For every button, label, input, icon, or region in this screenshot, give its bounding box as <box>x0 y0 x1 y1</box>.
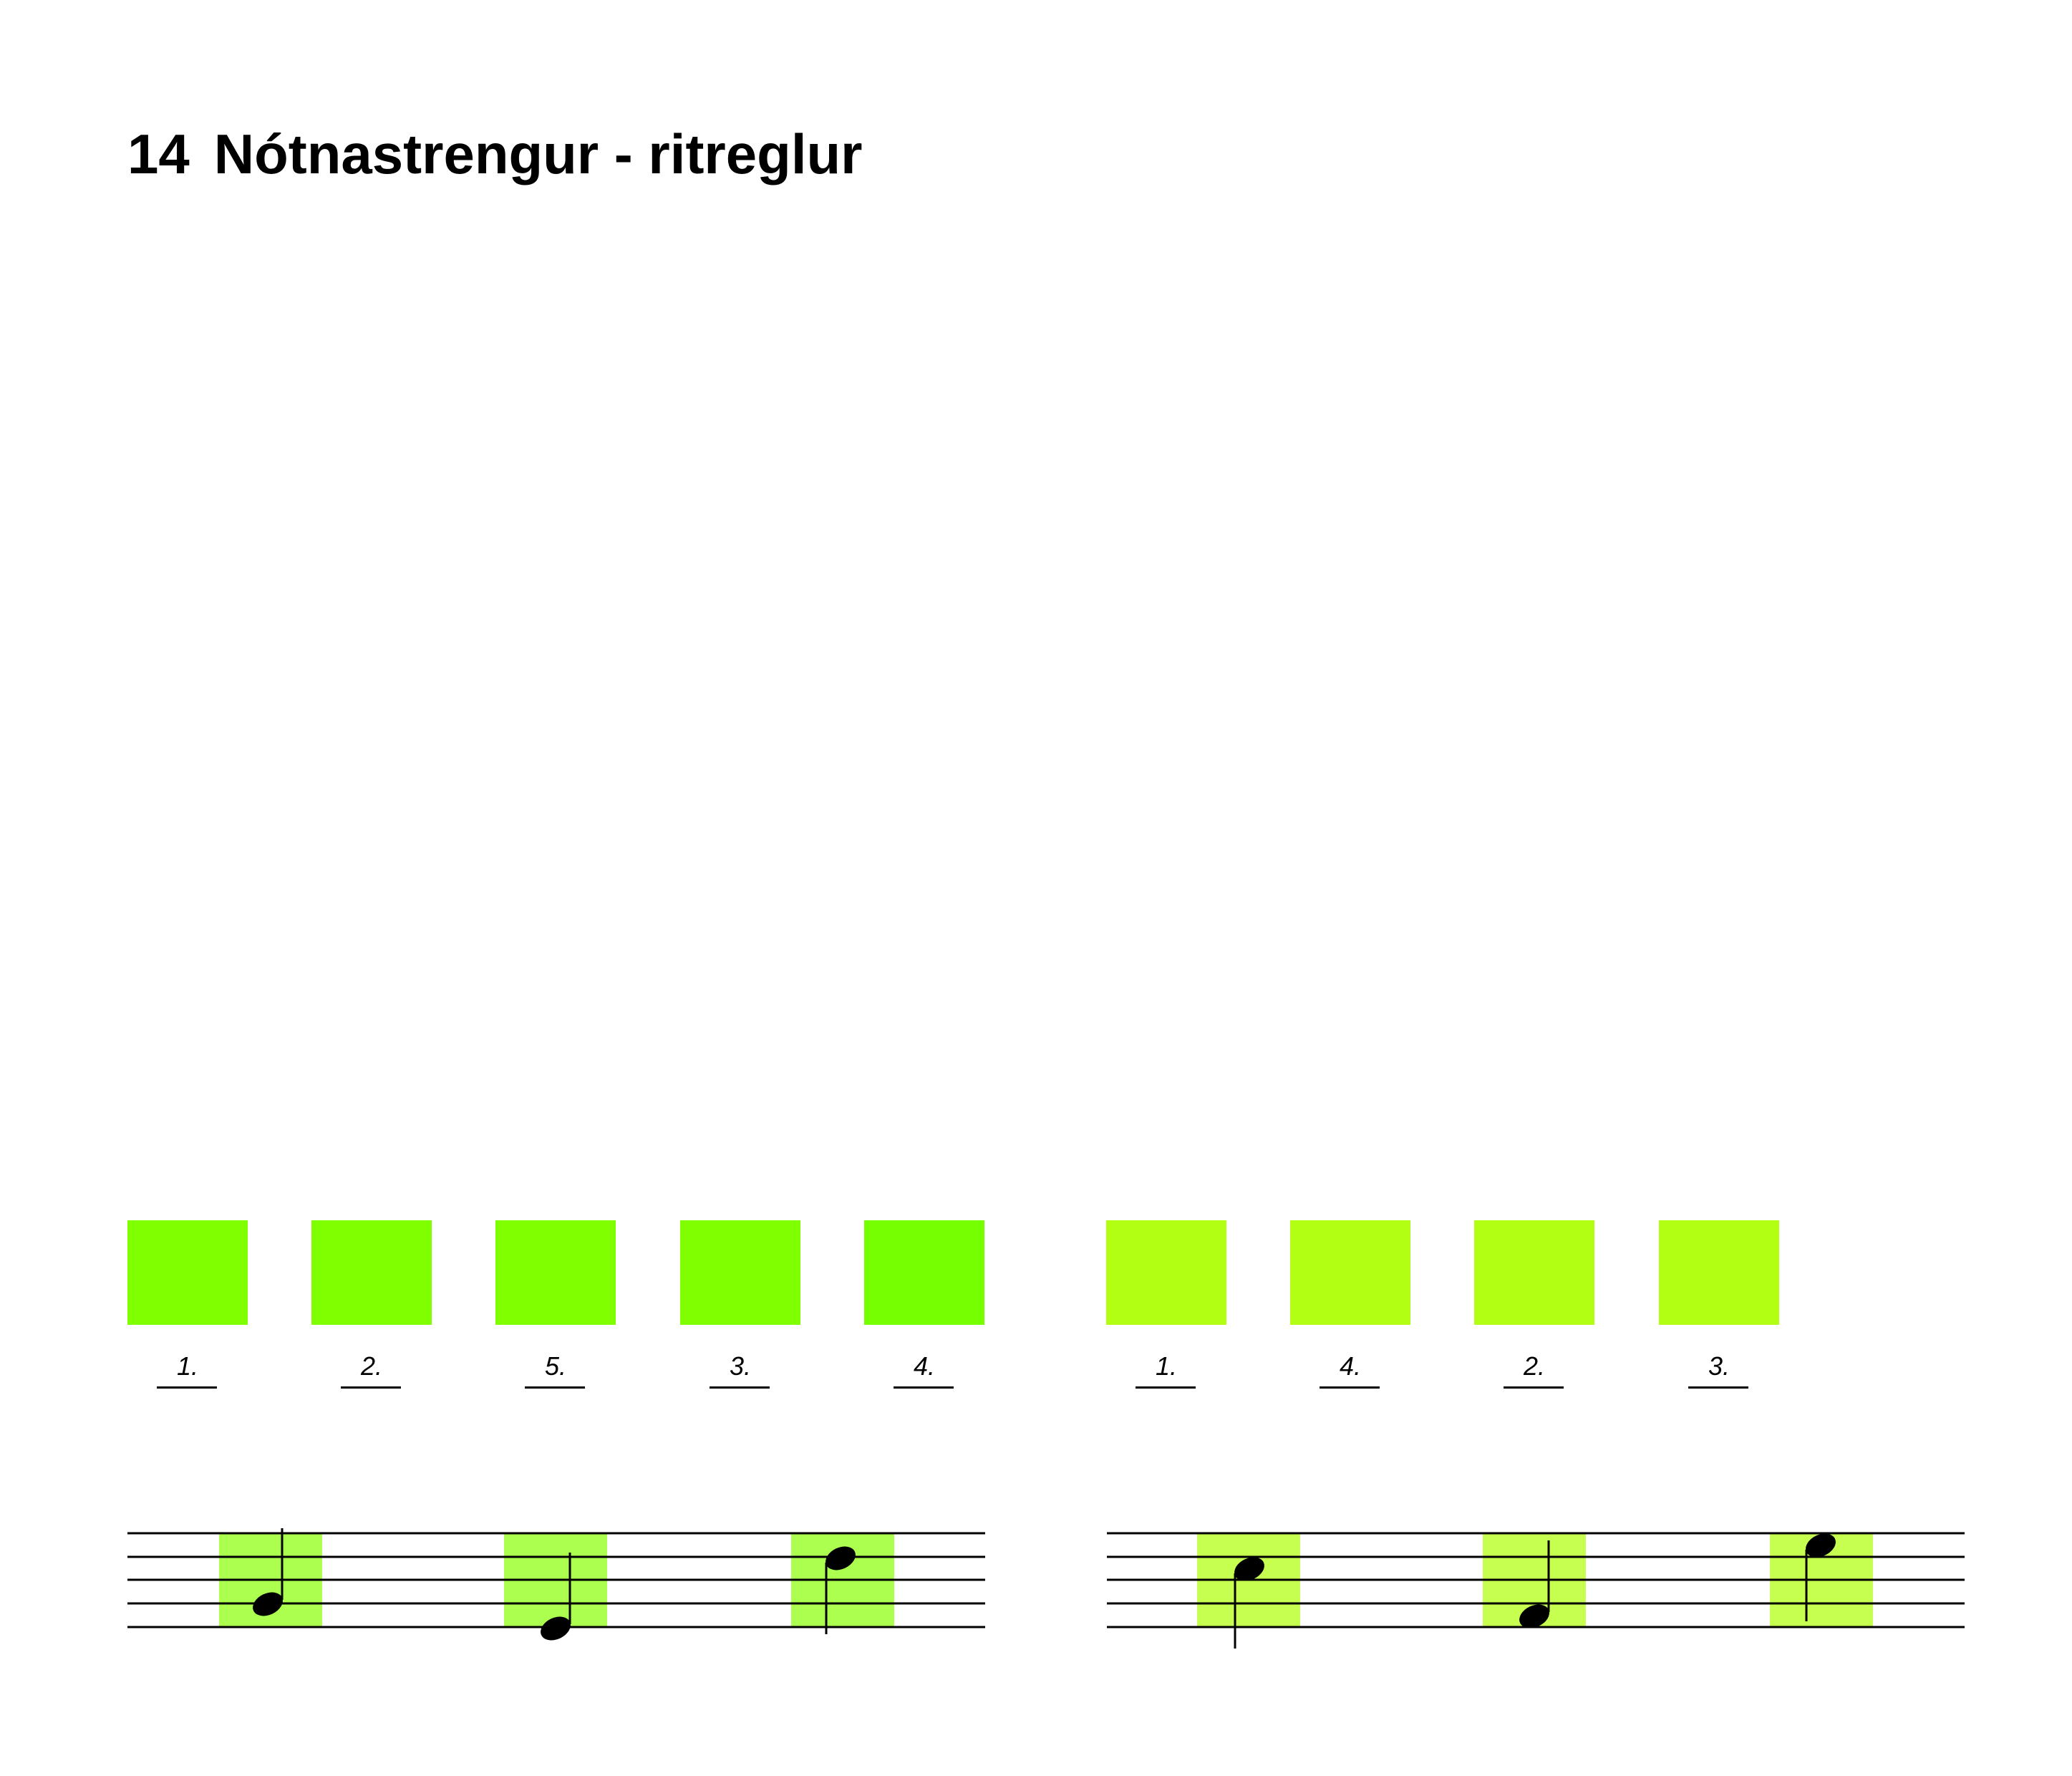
answer-line <box>1320 1386 1380 1389</box>
title-text: Nótnastrengur - ritreglur <box>213 122 863 185</box>
answer-line <box>1688 1386 1748 1389</box>
color-swatch <box>1474 1220 1594 1325</box>
color-swatch <box>495 1220 616 1325</box>
answer-line <box>157 1386 217 1389</box>
answer-line <box>1504 1386 1564 1389</box>
quarter-note-icon <box>253 1528 284 1616</box>
swatch-label: 3. <box>1708 1351 1730 1381</box>
quarter-note-icon <box>1519 1540 1550 1628</box>
quarter-note-icon <box>541 1553 571 1641</box>
swatch-label: 1. <box>176 1351 199 1381</box>
color-swatch <box>680 1220 800 1325</box>
answer-line <box>710 1386 770 1389</box>
quarter-note-icon <box>825 1546 856 1634</box>
color-swatch <box>1106 1220 1226 1325</box>
color-swatch <box>864 1220 984 1325</box>
swatch-label: 4. <box>913 1351 936 1381</box>
color-swatch <box>1290 1220 1410 1325</box>
title-number: 14 <box>127 122 190 185</box>
swatch-label: 5. <box>544 1351 567 1381</box>
quarter-note-icon <box>1234 1557 1264 1649</box>
answer-line <box>894 1386 954 1389</box>
swatch-label: 4. <box>1339 1351 1362 1381</box>
swatch-label: 2. <box>1523 1351 1546 1381</box>
color-swatch <box>1659 1220 1779 1325</box>
answer-line <box>525 1386 585 1389</box>
swatch-label: 2. <box>360 1351 383 1381</box>
swatch-label: 1. <box>1155 1351 1178 1381</box>
quarter-note-icon <box>1805 1533 1836 1621</box>
swatch-label: 3. <box>729 1351 752 1381</box>
page-title: 14 Nótnastrengur - ritreglur <box>127 126 863 182</box>
answer-line <box>341 1386 401 1389</box>
color-swatch <box>127 1220 248 1325</box>
answer-line <box>1136 1386 1196 1389</box>
color-swatch <box>311 1220 432 1325</box>
staff-lines-right <box>1107 1532 1965 1628</box>
